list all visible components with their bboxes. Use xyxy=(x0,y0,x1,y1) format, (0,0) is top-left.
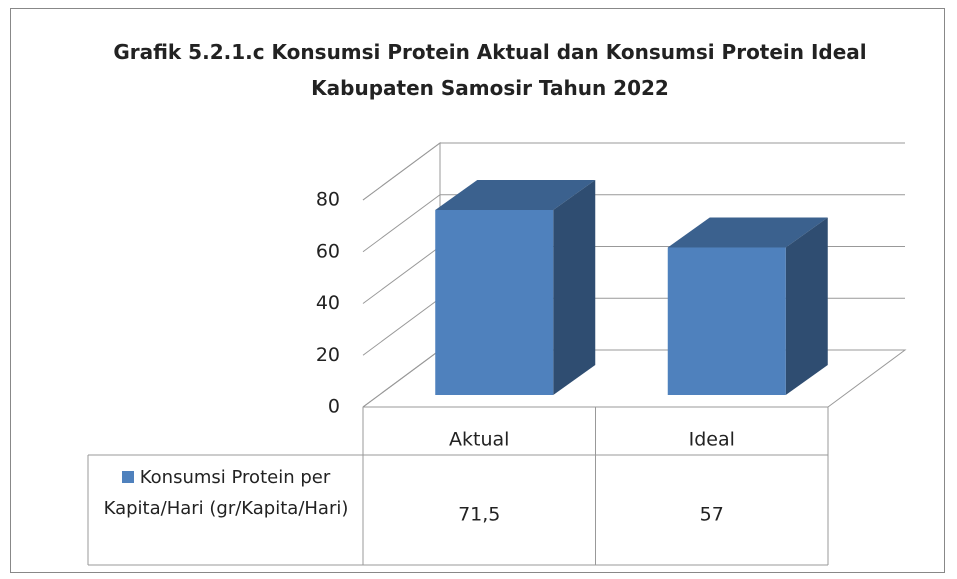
legend-label: Konsumsi Protein per Kapita/Hari (gr/Kap… xyxy=(103,467,349,519)
grid-line xyxy=(362,194,905,253)
y-tick-label: 60 xyxy=(316,240,340,262)
chart-title: Grafik 5.2.1.c Konsumsi Protein Aktual d… xyxy=(113,40,867,100)
x-tick-label: Aktual xyxy=(449,429,509,451)
y-tick-label: 0 xyxy=(328,396,340,418)
y-tick-label: 20 xyxy=(316,344,340,366)
bar-top xyxy=(667,217,828,248)
bar-side xyxy=(553,179,596,395)
bar-side xyxy=(785,217,828,395)
table-value: 71,5 xyxy=(458,504,500,526)
bar xyxy=(667,247,786,395)
grid-line xyxy=(362,142,905,201)
table-value: 57 xyxy=(700,504,724,526)
y-tick-label: 40 xyxy=(316,292,340,314)
legend-entry: Konsumsi Protein per Kapita/Hari (gr/Kap… xyxy=(90,462,362,524)
x-tick-label: Ideal xyxy=(689,429,735,451)
bar xyxy=(435,209,554,395)
chart-frame xyxy=(10,8,945,573)
bar-top xyxy=(435,179,596,210)
y-tick-label: 80 xyxy=(316,189,340,211)
legend-swatch xyxy=(121,471,134,483)
